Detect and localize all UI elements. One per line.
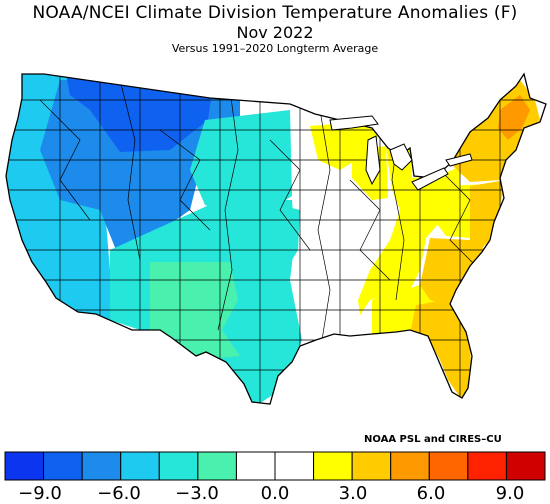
tick-label: 6.0 [416,483,446,504]
tick-label: 0.0 [260,483,290,504]
map-subtitle: Versus 1991–2020 Longterm Average [171,42,379,55]
color-swatch [81,451,122,481]
lake-superior [329,115,379,131]
color-swatch [197,451,237,481]
color-swatch [274,451,315,481]
lake-erie [411,167,449,191]
color-swatch [390,451,430,481]
lake-ontario [445,153,473,167]
map-period: Nov 2022 [236,23,314,42]
color-swatch [505,451,546,481]
color-swatch [351,451,392,481]
tick-label: −3.0 [175,483,219,504]
color-swatch [467,451,507,481]
tick-label: −9.0 [18,483,62,504]
lake-michigan [365,135,381,186]
lake-huron [389,143,413,171]
color-swatch [428,451,469,481]
us-climate-division-map [5,73,547,405]
tick-label: 3.0 [338,483,368,504]
color-swatch [43,451,83,481]
color-swatch [235,451,276,481]
color-swatch [313,451,353,481]
tick-label: −6.0 [97,483,141,504]
color-swatch [4,451,45,481]
map-title: NOAA/NCEI Climate Division Temperature A… [32,3,518,23]
tick-label: 9.0 [495,483,525,504]
color-scale-bar [4,451,546,481]
color-swatch [158,451,199,481]
color-swatch [120,451,160,481]
credit-label: NOAA PSL and CIRES–CU [364,434,502,445]
